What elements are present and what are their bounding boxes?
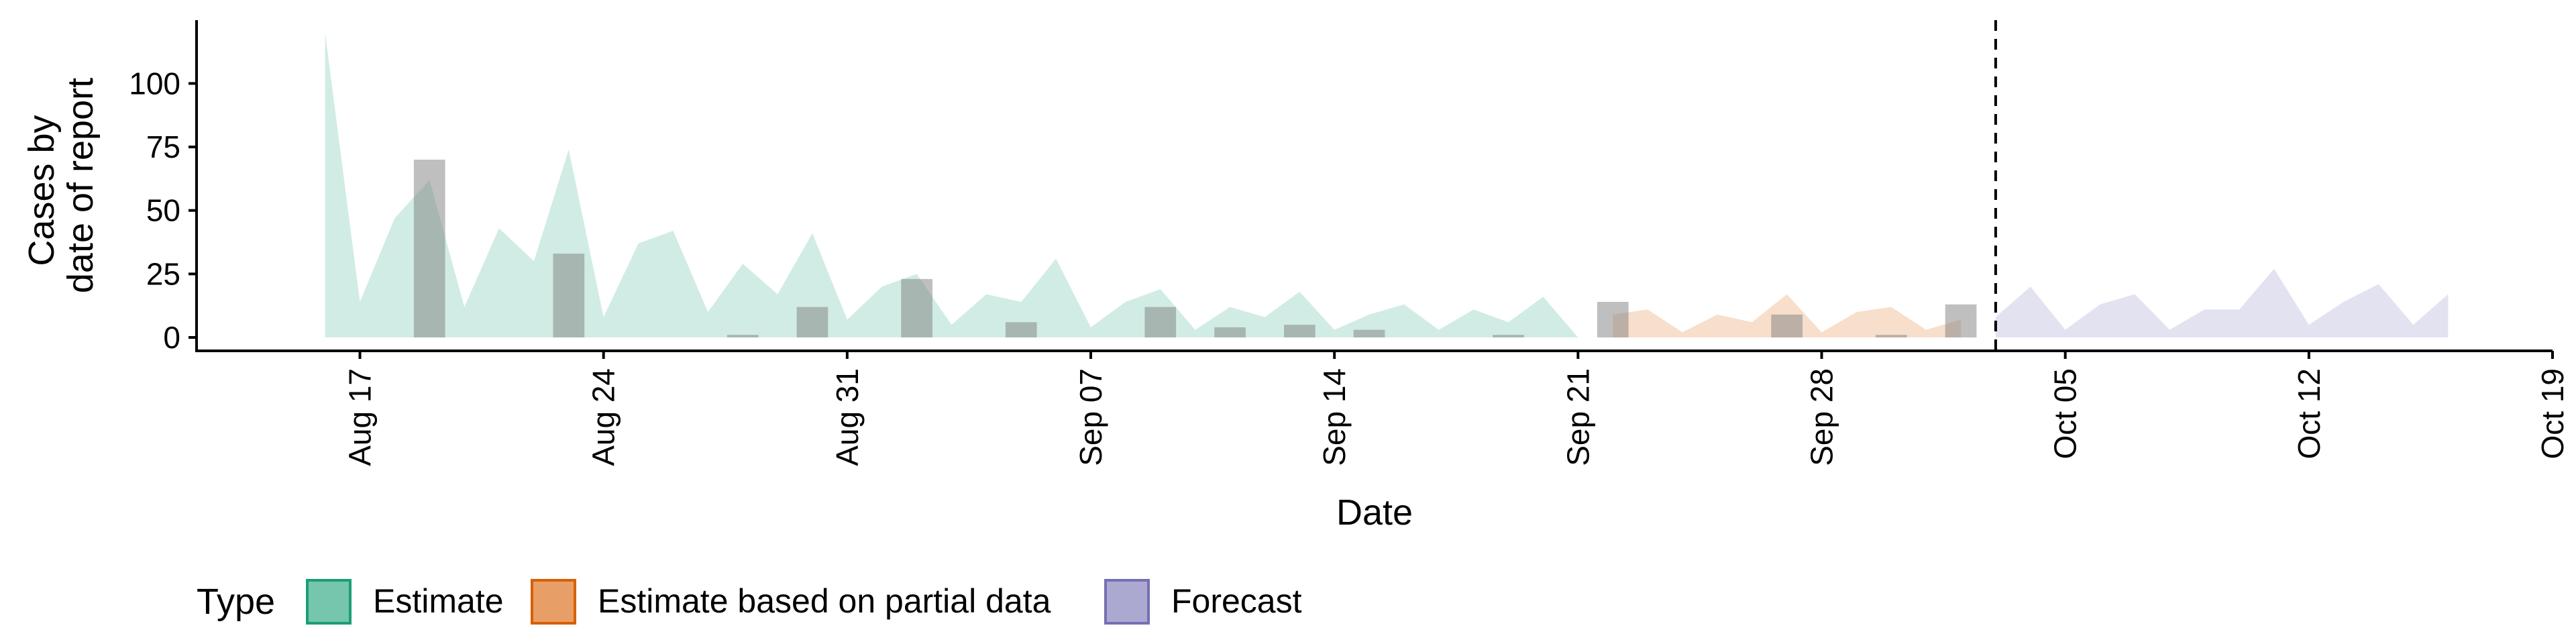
y-tick-label-75: 75 [146,129,180,164]
y-axis-title: Cases by date of report [21,78,101,293]
y-axis-title-line-2: date of report [60,78,101,293]
reported-case-bar-7 [1214,327,1246,337]
reported-case-bar-11 [1597,302,1629,337]
x-axis-ticks: Aug 17 Aug 24 Aug 31 Sep 07 Sep 14 Sep 21 Sep … [343,351,2570,466]
reported-case-bar-14 [1945,304,1977,337]
reported-case-bars [413,160,1977,337]
reported-case-bar-12 [1771,314,1803,337]
series-area-0 [325,32,1578,337]
reported-case-bar-5 [1005,322,1037,337]
x-tick-label-4: Sep 14 [1317,368,1352,466]
y-axis-title-line-1: Cases by [21,115,62,266]
legend-label-0: Estimate [373,582,504,620]
legend: Type Estimate Estimate based on partial d… [197,579,1302,625]
reported-case-bar-1 [553,254,585,337]
x-axis-title: Date [1336,492,1413,533]
legend-key-0 [306,579,352,625]
reported-case-bar-10 [1493,335,1524,337]
y-axis-ticks: 0 25 50 75 100 [129,66,197,355]
y-tick-label-50: 50 [146,193,180,228]
legend-key-1 [531,579,576,625]
y-tick-label-0: 0 [163,320,180,355]
x-tick-label-3: Sep 07 [1073,368,1108,466]
reported-case-bar-3 [796,307,828,337]
series-areas [325,32,2449,337]
y-tick-label-100: 100 [129,66,180,101]
x-tick-label-5: Sep 21 [1560,368,1595,466]
x-tick-label-8: Oct 12 [2292,368,2326,460]
reported-case-bar-2 [727,335,759,337]
series-area-2 [1995,268,2449,337]
reported-case-bar-4 [901,278,932,337]
x-tick-label-0: Aug 17 [343,368,378,466]
legend-key-2 [1104,579,1150,625]
reported-case-bar-6 [1144,307,1177,337]
reported-case-bar-13 [1875,335,1907,337]
reported-case-bar-8 [1284,325,1316,337]
y-tick-label-25: 25 [146,256,180,291]
legend-title: Type [197,582,275,622]
reported-case-bar-0 [413,160,445,337]
legend-label-1: Estimate based on partial data [598,582,1051,620]
legend-label-2: Forecast [1171,582,1302,620]
x-tick-label-2: Aug 31 [830,368,865,466]
x-tick-label-9: Oct 19 [2535,368,2570,460]
reported-case-bar-9 [1353,329,1385,337]
x-tick-label-1: Aug 24 [586,368,621,466]
axes [195,20,2553,352]
x-tick-label-7: Oct 05 [2048,368,2083,460]
x-tick-label-6: Sep 28 [1805,368,1839,466]
